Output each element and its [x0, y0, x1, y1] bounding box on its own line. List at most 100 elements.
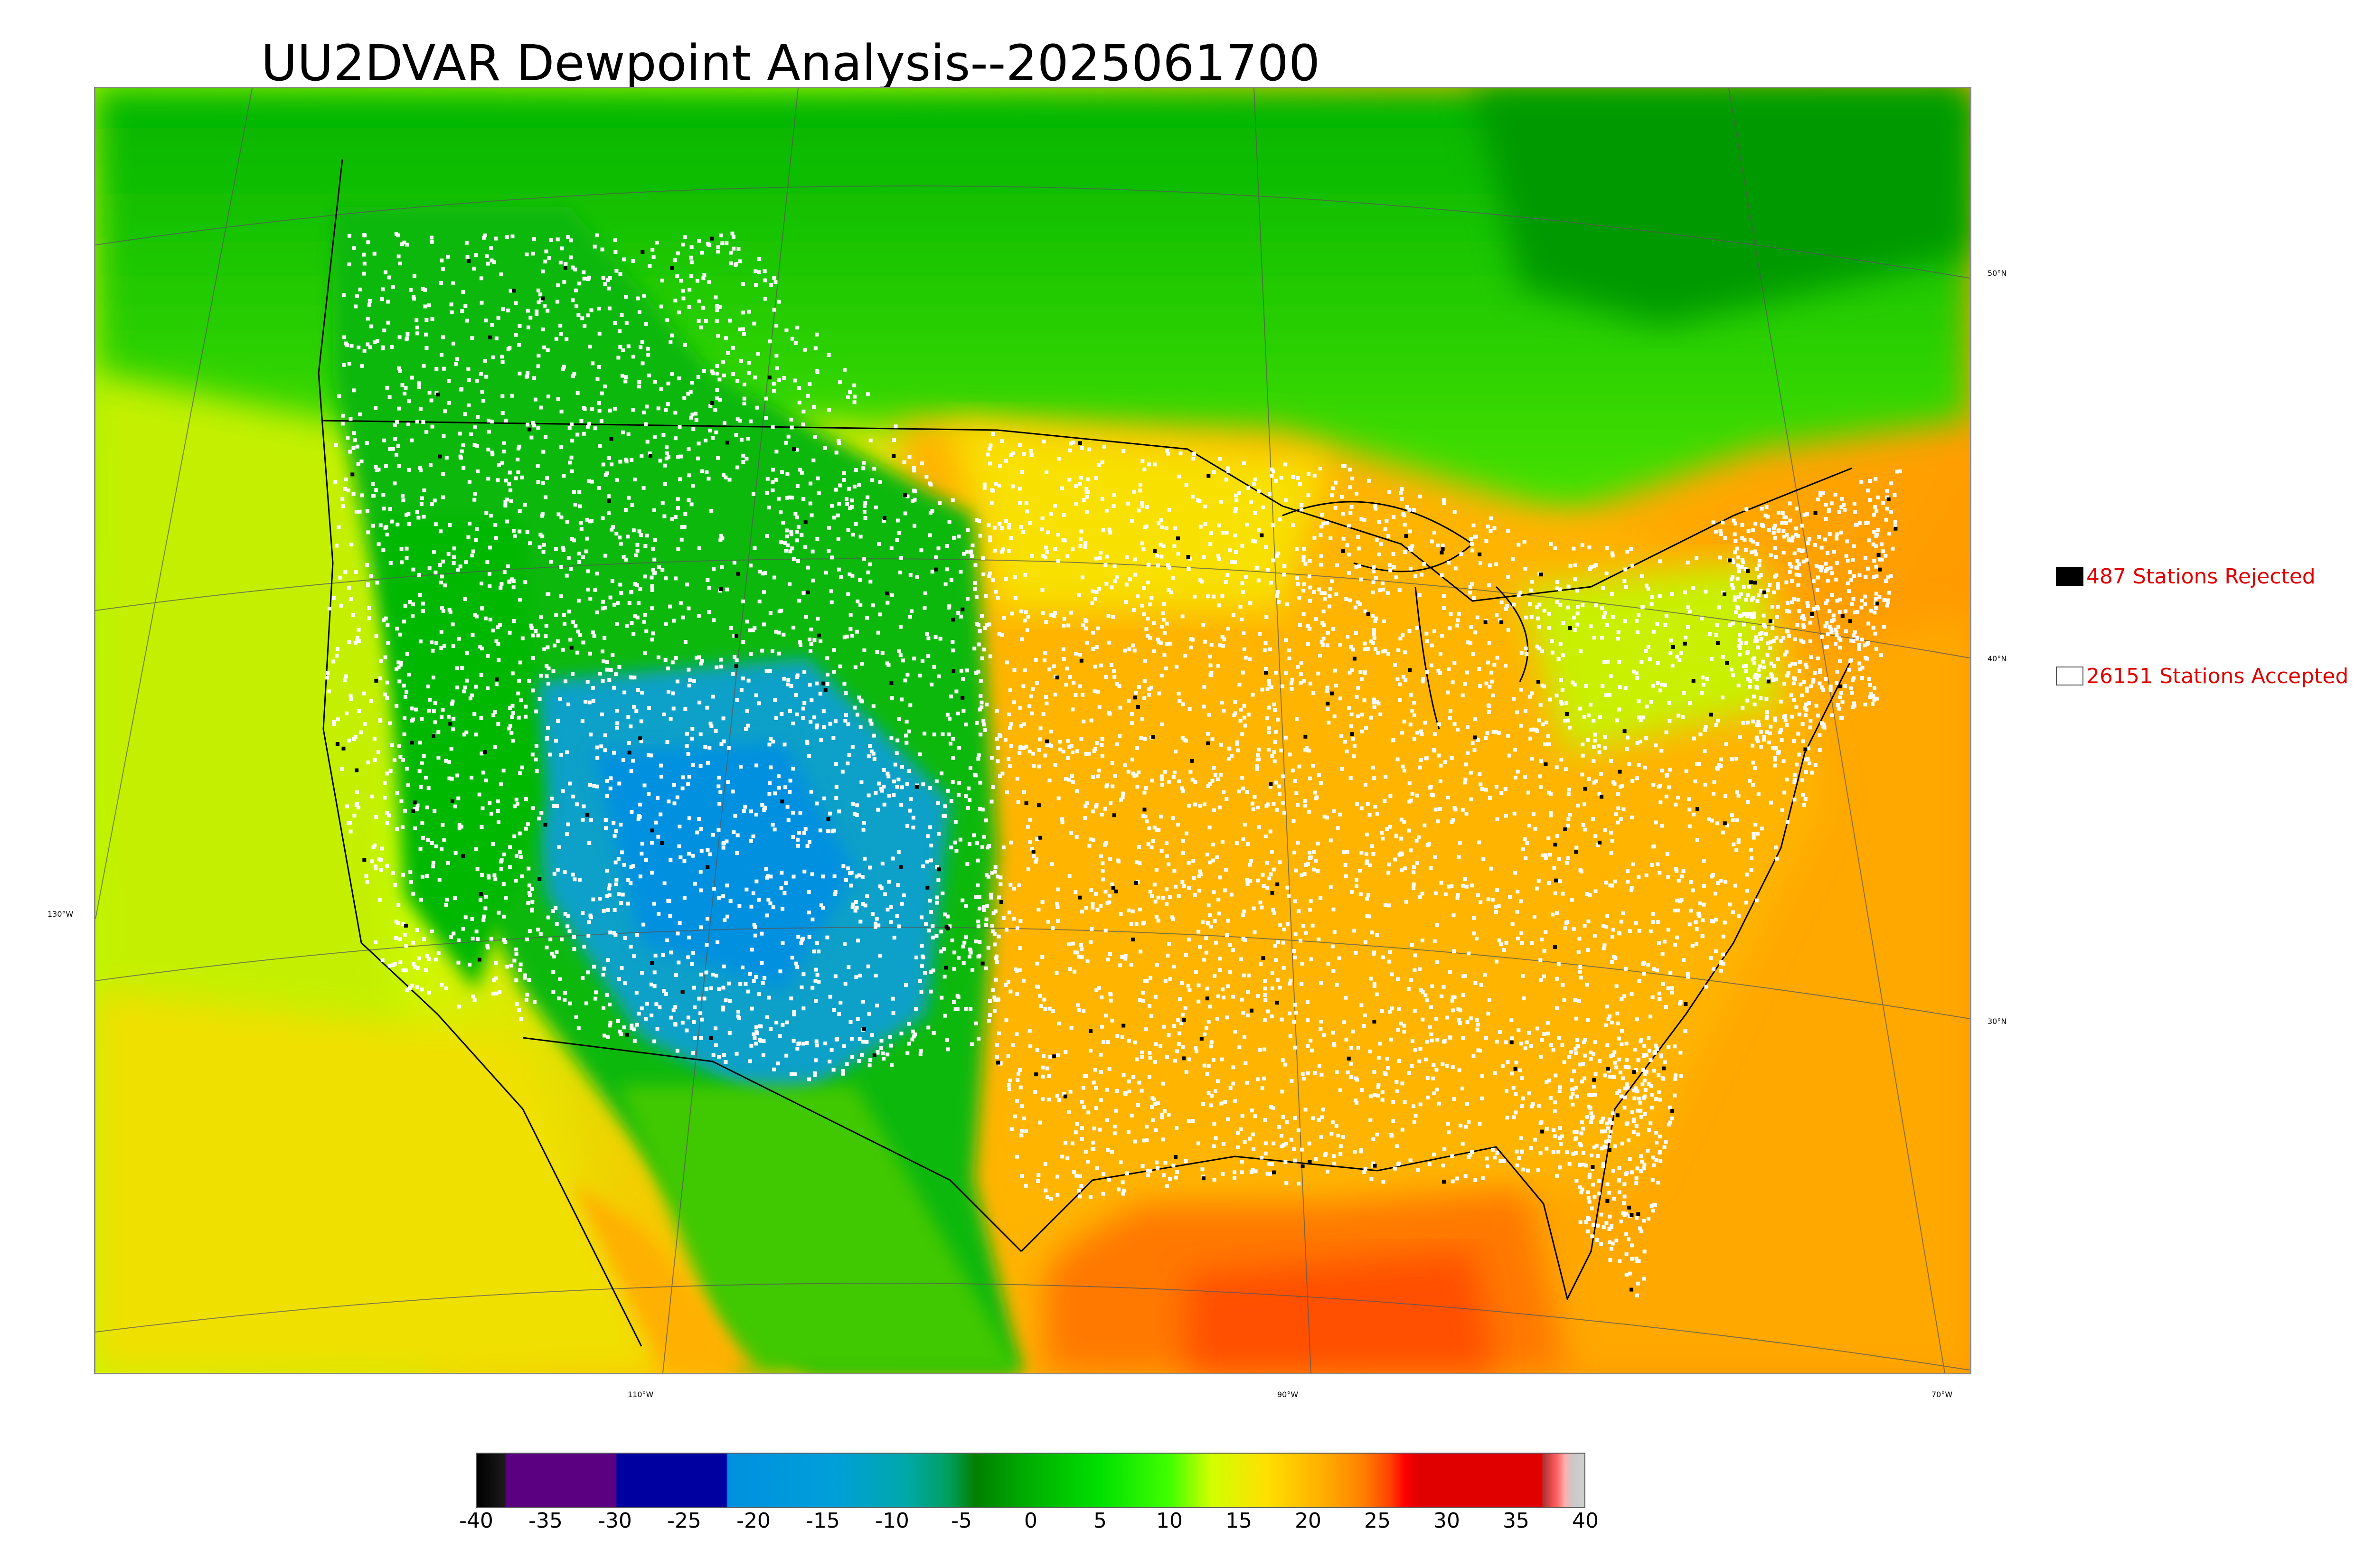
accepted-station-marker — [1135, 746, 1139, 750]
accepted-station-marker — [735, 698, 739, 702]
accepted-station-marker — [518, 771, 522, 775]
accepted-station-marker — [561, 548, 565, 552]
accepted-station-marker — [645, 404, 649, 409]
accepted-station-marker — [978, 707, 982, 712]
accepted-station-marker — [1233, 509, 1237, 514]
accepted-station-marker — [764, 396, 768, 401]
accepted-station-marker — [997, 483, 1001, 488]
accepted-station-marker — [795, 515, 799, 519]
accepted-station-marker — [1627, 762, 1631, 766]
accepted-station-marker — [440, 258, 444, 263]
accepted-station-marker — [1412, 865, 1416, 869]
accepted-station-marker — [586, 569, 590, 573]
accepted-station-marker — [615, 622, 619, 626]
accepted-station-marker — [783, 541, 787, 545]
accepted-station-marker — [1686, 975, 1690, 979]
accepted-station-marker — [543, 259, 547, 263]
accepted-station-marker — [1463, 974, 1467, 978]
accepted-station-marker — [1436, 668, 1441, 673]
accepted-station-marker — [857, 1059, 861, 1063]
accepted-station-marker — [849, 883, 853, 888]
accepted-station-marker — [675, 679, 679, 684]
accepted-station-marker — [582, 276, 586, 281]
accepted-station-marker — [828, 995, 832, 999]
accepted-station-marker — [715, 364, 719, 368]
accepted-station-marker — [1712, 780, 1716, 784]
accepted-station-marker — [1451, 818, 1455, 822]
accepted-station-marker — [1008, 1079, 1012, 1083]
accepted-station-marker — [772, 382, 776, 386]
accepted-station-marker — [953, 820, 958, 824]
accepted-station-marker — [587, 920, 591, 924]
accepted-station-marker — [605, 794, 609, 798]
accepted-station-marker — [804, 615, 808, 619]
accepted-station-marker — [577, 552, 581, 555]
accepted-station-marker — [860, 1052, 864, 1057]
accepted-station-marker — [546, 682, 550, 686]
accepted-station-marker — [1100, 754, 1104, 758]
accepted-station-marker — [793, 341, 798, 345]
accepted-station-marker — [690, 381, 694, 385]
accepted-station-marker — [616, 857, 621, 861]
accepted-station-marker — [571, 298, 575, 302]
accepted-station-marker — [544, 435, 548, 439]
accepted-station-marker — [853, 394, 857, 399]
accepted-station-marker — [382, 329, 386, 333]
accepted-station-marker — [924, 475, 929, 479]
accepted-station-marker — [991, 578, 995, 582]
accepted-station-marker — [1270, 754, 1274, 758]
accepted-station-marker — [349, 543, 354, 546]
accepted-station-marker — [874, 974, 878, 977]
accepted-station-marker — [401, 873, 405, 877]
accepted-station-marker — [1437, 722, 1441, 726]
accepted-station-marker — [705, 705, 709, 710]
accepted-station-marker — [593, 244, 597, 249]
accepted-station-marker — [805, 740, 809, 744]
accepted-station-marker — [957, 780, 961, 785]
accepted-station-marker — [591, 897, 595, 901]
accepted-station-marker — [1141, 921, 1145, 926]
accepted-station-marker — [1139, 736, 1143, 740]
accepted-station-marker — [882, 768, 886, 772]
accepted-station-marker — [812, 405, 816, 409]
accepted-station-marker — [520, 765, 524, 770]
accepted-station-marker — [1132, 648, 1137, 653]
accepted-station-marker — [761, 981, 765, 985]
accepted-station-marker — [1473, 717, 1478, 722]
accepted-station-marker — [868, 580, 873, 584]
accepted-station-marker — [1225, 933, 1229, 937]
accepted-station-marker — [1432, 732, 1437, 736]
accepted-station-marker — [724, 336, 728, 340]
accepted-station-marker — [1342, 850, 1346, 854]
accepted-station-marker — [405, 337, 409, 341]
accepted-station-marker — [1465, 1102, 1469, 1106]
accepted-station-marker — [1217, 603, 1221, 608]
accepted-station-marker — [678, 855, 683, 859]
accepted-station-marker — [511, 529, 516, 533]
accepted-station-marker — [645, 534, 649, 538]
accepted-station-marker — [523, 973, 527, 977]
accepted-station-marker — [773, 698, 777, 702]
accepted-station-marker — [1430, 643, 1434, 648]
accepted-station-marker — [584, 1001, 588, 1005]
accepted-station-marker — [986, 452, 990, 457]
accepted-station-marker — [1023, 573, 1027, 577]
accepted-station-marker — [1800, 722, 1805, 726]
accepted-station-marker — [1161, 611, 1165, 615]
accepted-station-marker — [1398, 682, 1402, 686]
accepted-station-marker — [1489, 516, 1493, 520]
accepted-station-marker — [1028, 840, 1032, 844]
accepted-station-marker — [607, 494, 611, 498]
accepted-station-marker — [1110, 1150, 1114, 1154]
accepted-station-marker — [357, 628, 361, 632]
accepted-station-marker — [1077, 1008, 1081, 1012]
accepted-station-marker — [1332, 1162, 1337, 1165]
accepted-station-marker — [1322, 1033, 1326, 1037]
accepted-station-marker — [1774, 845, 1778, 850]
accepted-station-marker — [366, 761, 370, 765]
accepted-station-marker — [1150, 779, 1154, 783]
accepted-station-marker — [1570, 898, 1574, 902]
accepted-station-marker — [1487, 641, 1491, 645]
accepted-station-marker — [704, 319, 708, 323]
accepted-station-marker — [388, 769, 393, 773]
